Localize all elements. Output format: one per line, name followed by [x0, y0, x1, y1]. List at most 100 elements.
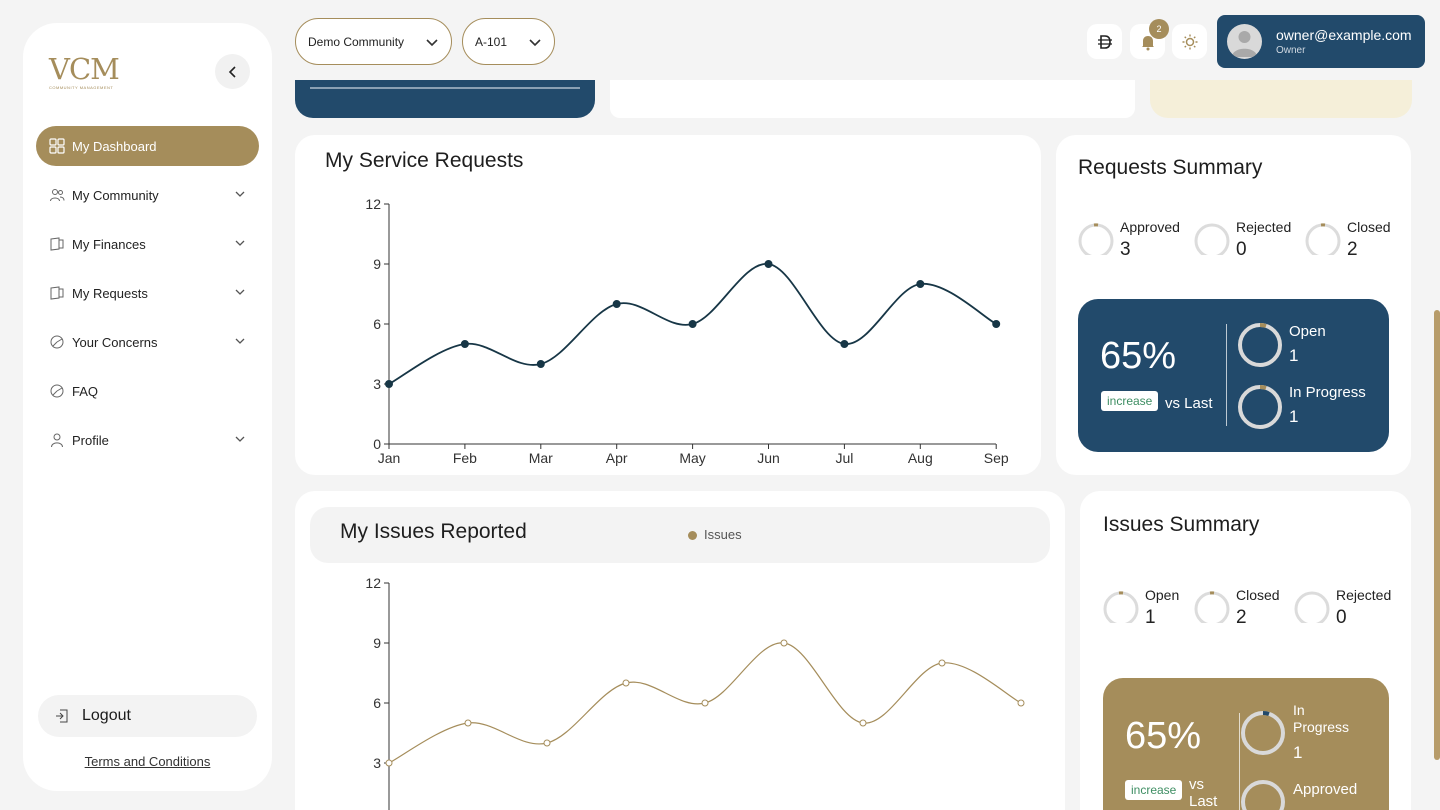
- legend-label-issues: Issues: [704, 527, 742, 542]
- page-scrollbar[interactable]: [1434, 310, 1440, 760]
- sidebar-item-label: My Finances: [72, 236, 146, 252]
- stat-label: Open: [1145, 587, 1180, 603]
- stat-value: 2: [1347, 239, 1358, 260]
- progress-line: [310, 87, 580, 89]
- vs-label: vs Last: [1165, 395, 1213, 412]
- sidebar-item-label: My Requests: [72, 285, 148, 301]
- ring-icon: [1078, 223, 1114, 255]
- sidebar-nav: My Dashboard My Community My Finances My…: [36, 126, 259, 469]
- ring-icon: [1241, 711, 1285, 755]
- chevron-down-icon: [235, 289, 245, 295]
- requests-summary-box: 65% increase vs Last Open 1 In Progress …: [1078, 299, 1389, 452]
- stat-label: Rejected: [1336, 587, 1392, 603]
- unit-select-value: A-101: [475, 34, 508, 49]
- increase-badge: increase: [1101, 391, 1159, 411]
- requests-summary-title: Requests Summary: [1078, 156, 1263, 179]
- service-requests-card: [295, 135, 1041, 475]
- user-role: Owner: [1276, 45, 1306, 56]
- stat-label: Approved: [1120, 219, 1180, 235]
- sidebar-item-label: FAQ: [72, 383, 99, 399]
- terms-link[interactable]: Terms and Conditions: [84, 754, 211, 769]
- increase-badge: increase: [1125, 780, 1183, 800]
- sidebar-item-label: My Community: [72, 187, 159, 203]
- user-icon: [49, 432, 65, 448]
- progress-label-line-2: Progress: [1293, 719, 1350, 735]
- collapse-sidebar-button[interactable]: [215, 54, 250, 89]
- logout-label: Logout: [82, 707, 131, 724]
- progress-label-line-1: In: [1293, 702, 1305, 718]
- open-value: 1: [1289, 346, 1299, 365]
- progress-value: 1: [1289, 407, 1299, 426]
- ring-icon: [1294, 591, 1330, 623]
- stat-label: Rejected: [1236, 219, 1292, 235]
- sidebar-item-requests[interactable]: My Requests: [36, 273, 259, 313]
- ring-icon: [1238, 323, 1282, 367]
- issues-summary-title: Issues Summary: [1103, 513, 1260, 536]
- issues-reported-header: [310, 507, 1050, 563]
- unit-select[interactable]: A-101: [462, 18, 555, 65]
- stat-value: 0: [1336, 607, 1347, 628]
- chevron-left-icon: [228, 65, 236, 78]
- sun-icon: [1182, 34, 1197, 49]
- sidebar-item-community[interactable]: My Community: [36, 175, 259, 215]
- users-icon: [49, 187, 65, 203]
- chevron-down-icon: [235, 191, 245, 197]
- sidebar-item-finances[interactable]: My Finances: [36, 224, 259, 264]
- vs-label: vs Last: [1189, 776, 1217, 810]
- sidebar-item-label: Your Concerns: [72, 334, 158, 350]
- ring-icon: [1194, 223, 1230, 255]
- stat-open: Open 1: [1103, 587, 1213, 632]
- sidebar: VCM COMMUNITY MANAGEMENT My Dashboard My…: [23, 23, 272, 791]
- currency-button[interactable]: [1087, 24, 1122, 59]
- stat-rejected: Rejected 0: [1294, 587, 1404, 632]
- currency-icon: [1097, 34, 1112, 49]
- sidebar-item-faq[interactable]: FAQ: [36, 371, 259, 411]
- stat-value: 1: [1145, 607, 1156, 628]
- progress-value: 1: [1293, 743, 1303, 762]
- open-label: Open: [1289, 323, 1326, 340]
- sidebar-item-dashboard[interactable]: My Dashboard: [36, 126, 259, 166]
- chevron-down-icon: [235, 338, 245, 344]
- notification-badge: 2: [1149, 19, 1169, 39]
- user-menu[interactable]: owner@example.com Owner: [1217, 15, 1425, 68]
- sidebar-item-concerns[interactable]: Your Concerns: [36, 322, 259, 362]
- document-icon: [49, 285, 65, 301]
- stat-closed: Closed 2: [1305, 219, 1415, 264]
- issues-reported-title: My Issues Reported: [340, 520, 527, 543]
- vcm-logo[interactable]: VCM COMMUNITY MANAGEMENT: [49, 53, 129, 113]
- divider: [1226, 324, 1227, 426]
- theme-toggle-button[interactable]: [1172, 24, 1207, 59]
- divider: [1239, 713, 1240, 810]
- stat-value: 3: [1120, 239, 1131, 260]
- vs-label-line-1: vs: [1189, 776, 1204, 793]
- vs-label-line-2: Last: [1189, 793, 1218, 810]
- logout-button[interactable]: Logout: [38, 695, 257, 737]
- sidebar-item-label: My Dashboard: [72, 138, 157, 154]
- logo-mark: VCM: [49, 52, 120, 86]
- overview-card-white: [610, 80, 1135, 118]
- percent-value: 65%: [1125, 715, 1202, 757]
- ring-icon: [1194, 591, 1230, 623]
- sidebar-item-profile[interactable]: Profile: [36, 420, 259, 460]
- overview-card-navy: [295, 80, 595, 118]
- approved-label: Approved: [1293, 781, 1358, 798]
- issues-summary-box: 65% increase vs Last In Progress 1 Approve…: [1103, 678, 1389, 810]
- ring-icon: [1241, 780, 1285, 810]
- bell-icon: [1141, 35, 1154, 50]
- stat-rejected: Rejected 0: [1194, 219, 1304, 264]
- percent-value: 65%: [1100, 335, 1177, 377]
- stat-approved: Approved 3: [1078, 219, 1188, 264]
- community-select[interactable]: Demo Community: [295, 18, 452, 65]
- chevron-down-icon: [235, 240, 245, 246]
- faq-icon: [49, 383, 65, 399]
- community-select-value: Demo Community: [308, 34, 405, 49]
- stat-value: 0: [1236, 239, 1247, 260]
- avatar: [1227, 24, 1262, 59]
- chevron-down-icon: [426, 39, 438, 47]
- user-email: owner@example.com: [1276, 27, 1412, 43]
- stat-value: 2: [1236, 607, 1247, 628]
- chevron-down-icon: [235, 436, 245, 442]
- stat-label: Closed: [1236, 587, 1280, 603]
- progress-label: In Progress: [1293, 702, 1349, 736]
- sidebar-item-label: Profile: [72, 432, 109, 448]
